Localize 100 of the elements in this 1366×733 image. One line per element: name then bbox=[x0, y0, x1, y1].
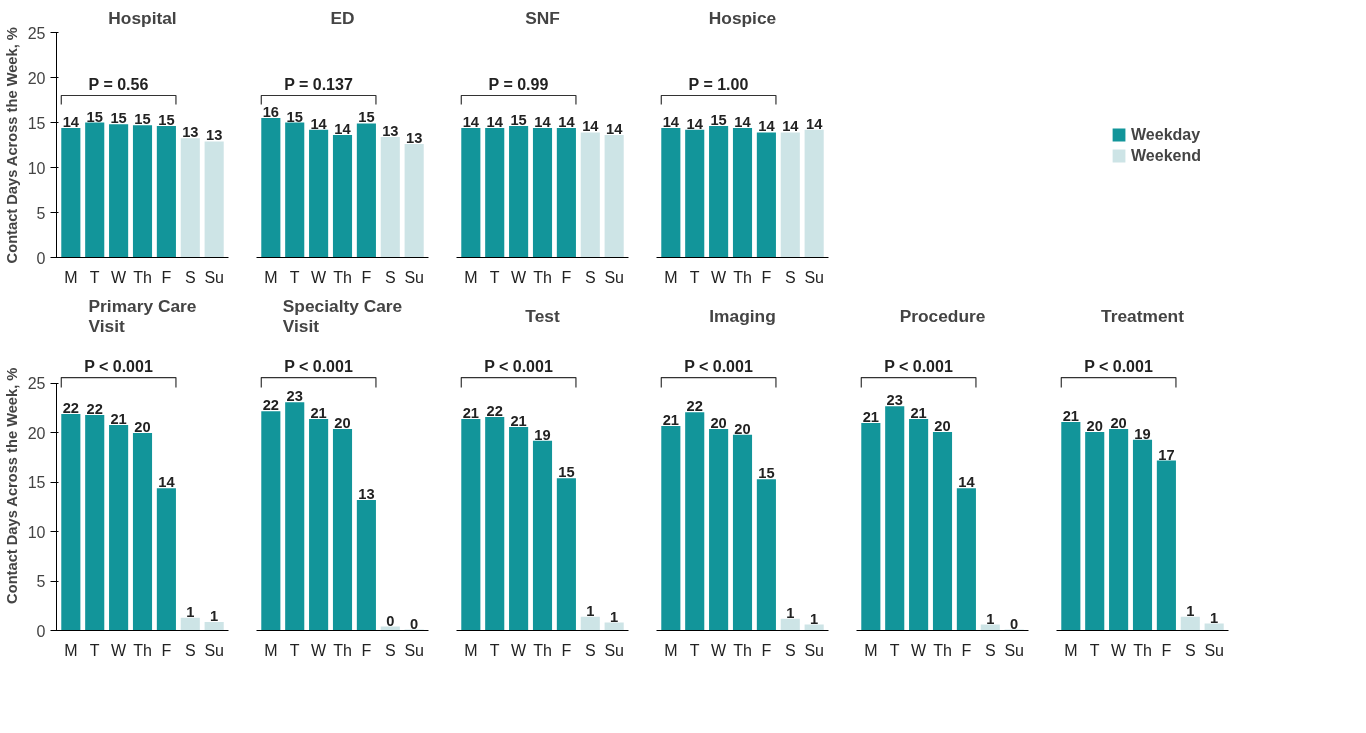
x-tick-label: Su bbox=[1004, 641, 1024, 659]
y-tick-label: 20 bbox=[27, 424, 46, 442]
data-label: 22 bbox=[86, 401, 103, 418]
data-label: 13 bbox=[406, 130, 423, 147]
chart-title: SNF bbox=[525, 7, 560, 28]
x-tick-label: Su bbox=[404, 641, 424, 659]
data-label: 22 bbox=[62, 400, 79, 417]
data-label: 15 bbox=[758, 465, 775, 482]
text: P < 0.001 bbox=[684, 357, 753, 375]
legend-label: Weekend bbox=[1131, 146, 1201, 164]
chart-title: Primary Care Visit bbox=[88, 295, 197, 336]
x-tick-label: M bbox=[464, 641, 478, 659]
x-tick-label: Su bbox=[204, 268, 224, 286]
y-tick-label: 10 bbox=[27, 159, 46, 177]
x-tick-label: Th bbox=[133, 268, 152, 286]
data-label: 13 bbox=[182, 124, 199, 141]
data-label: 14 bbox=[158, 474, 176, 491]
data-label: 20 bbox=[134, 418, 151, 435]
annotation: P = 1.00 bbox=[688, 75, 749, 93]
data-label: 1 bbox=[986, 610, 995, 627]
x-tick-label: M bbox=[864, 641, 878, 659]
legend-label: Weekday bbox=[1131, 125, 1201, 143]
x-tick-label: Su bbox=[1204, 641, 1224, 659]
x-tick-label: F bbox=[1161, 641, 1172, 659]
x-tick-label: M bbox=[264, 641, 278, 659]
x-tick-label: M bbox=[664, 268, 678, 286]
data-label: 13 bbox=[358, 486, 375, 503]
x-tick-label: W bbox=[311, 641, 328, 659]
data-label: 17 bbox=[1158, 446, 1175, 463]
x-tick-label: M bbox=[464, 268, 478, 286]
data-label: 0 bbox=[1010, 615, 1019, 632]
chart-title: Test bbox=[525, 305, 560, 326]
data-label: 20 bbox=[1086, 417, 1103, 434]
y-tick-label: 25 bbox=[27, 24, 46, 42]
x-tick-label: Th bbox=[733, 641, 752, 659]
x-tick-label: Th bbox=[733, 268, 752, 286]
x-tick-label: T bbox=[1089, 641, 1100, 659]
data-label: 14 bbox=[462, 113, 480, 130]
x-tick-label: S bbox=[184, 641, 196, 659]
x-tick-label: W bbox=[711, 268, 728, 286]
data-label: 13 bbox=[382, 122, 399, 139]
x-tick-label: Su bbox=[804, 641, 824, 659]
chart-title: Hospital bbox=[108, 7, 177, 28]
text: P < 0.001 bbox=[484, 357, 553, 375]
text: P < 0.001 bbox=[884, 357, 953, 375]
data-label: 21 bbox=[462, 405, 479, 422]
x-tick-label: Th bbox=[533, 641, 552, 659]
chart-title: Treatment bbox=[1101, 305, 1185, 326]
data-label: 20 bbox=[934, 417, 951, 434]
x-tick-label: Th bbox=[933, 641, 952, 659]
y-tick-label: 0 bbox=[36, 249, 46, 267]
x-tick-label: Th bbox=[533, 268, 552, 286]
x-tick-label: S bbox=[584, 641, 596, 659]
x-tick-label: Su bbox=[604, 641, 624, 659]
x-tick-label: F bbox=[761, 268, 772, 286]
data-label: 21 bbox=[510, 412, 527, 429]
data-label: 0 bbox=[386, 612, 395, 629]
data-label: 21 bbox=[862, 409, 879, 425]
data-label: 15 bbox=[558, 464, 575, 481]
chart-title: Specialty Care Visit bbox=[282, 295, 403, 336]
data-label: 14 bbox=[758, 118, 776, 135]
data-label: 23 bbox=[886, 392, 903, 409]
x-tick-label: F bbox=[561, 268, 572, 286]
data-label: 14 bbox=[606, 121, 624, 138]
chart-title: Hospice bbox=[708, 7, 777, 28]
x-tick-label: W bbox=[311, 268, 328, 286]
x-tick-label: M bbox=[64, 268, 78, 286]
annotation: P = 0.99 bbox=[488, 75, 549, 93]
x-tick-label: Th bbox=[133, 641, 152, 659]
data-label: 15 bbox=[710, 112, 727, 129]
data-label: 14 bbox=[958, 474, 976, 491]
x-tick-label: W bbox=[711, 641, 728, 659]
data-label: 22 bbox=[262, 397, 279, 414]
data-label: 16 bbox=[262, 104, 279, 120]
data-label: 14 bbox=[558, 113, 576, 130]
x-tick-label: Su bbox=[604, 268, 624, 286]
data-label: 14 bbox=[334, 121, 352, 138]
text: P < 0.001 bbox=[84, 357, 153, 375]
data-label: 21 bbox=[910, 405, 927, 422]
x-tick-label: S bbox=[384, 268, 396, 286]
data-label: 21 bbox=[1062, 408, 1079, 425]
x-tick-label: M bbox=[64, 641, 78, 659]
data-label: 14 bbox=[782, 118, 800, 135]
x-tick-label: T bbox=[89, 641, 100, 659]
data-label: 1 bbox=[186, 603, 195, 620]
x-tick-label: T bbox=[489, 268, 500, 286]
data-label: 15 bbox=[86, 108, 103, 125]
x-tick-label: T bbox=[689, 268, 700, 286]
data-label: 1 bbox=[210, 608, 219, 625]
data-label: 15 bbox=[134, 111, 151, 128]
y-tick-label: 20 bbox=[27, 69, 46, 87]
data-label: 14 bbox=[582, 118, 600, 135]
y-tick-label: 5 bbox=[36, 204, 46, 222]
data-label: 15 bbox=[286, 108, 303, 125]
text: P < 0.001 bbox=[1084, 357, 1153, 375]
data-label: 21 bbox=[110, 410, 127, 427]
y-tick-label: 0 bbox=[36, 622, 46, 640]
data-label: 22 bbox=[686, 398, 703, 415]
y-tick-label: 15 bbox=[27, 114, 46, 132]
y-tick-label: 25 bbox=[27, 375, 46, 393]
